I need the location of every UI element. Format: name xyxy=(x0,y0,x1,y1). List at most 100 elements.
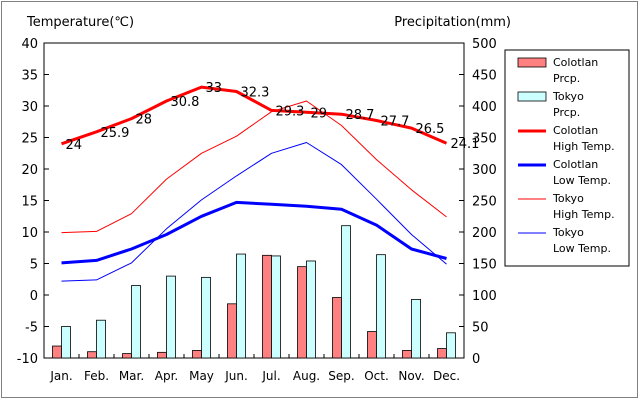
y-left-label: Temperature(℃) xyxy=(26,15,134,30)
bar-0-2 xyxy=(122,353,132,359)
bar-0-10 xyxy=(402,350,412,359)
bar-1-11 xyxy=(446,332,456,359)
bar-1-2 xyxy=(131,285,141,359)
y-left-tick-label: -5 xyxy=(25,321,38,336)
legend-box xyxy=(504,49,630,267)
bar-1-10 xyxy=(411,299,421,359)
legend-label: Low Temp. xyxy=(553,242,611,255)
bar-0-6 xyxy=(262,254,272,359)
data-label: 29.3 xyxy=(276,104,305,119)
bar-1-6 xyxy=(271,255,281,359)
x-tick-label: Dec. xyxy=(433,369,460,383)
data-label: 26.5 xyxy=(416,122,445,137)
data-label: 29 xyxy=(311,106,328,121)
line-series-3 xyxy=(61,142,447,282)
y-left-tick-label: 30 xyxy=(21,100,38,115)
y-left-tick-label: -10 xyxy=(17,352,38,367)
y-right-tick-label: 200 xyxy=(472,226,497,241)
bar-1-7 xyxy=(306,260,316,359)
legend-swatch-0 xyxy=(517,57,547,68)
bar-0-9 xyxy=(367,331,377,359)
y-right-tick-label: 50 xyxy=(472,321,489,336)
x-tick-label: Oct. xyxy=(364,369,389,383)
x-tick-label: Aug. xyxy=(293,369,320,383)
bar-0-8 xyxy=(332,297,342,359)
y-right-tick-label: 500 xyxy=(472,37,497,52)
y-left-tick-label: 35 xyxy=(21,69,38,84)
line-layer xyxy=(61,85,448,282)
bar-1-8 xyxy=(341,225,351,359)
x-tick-label: Apr. xyxy=(155,369,178,383)
bar-0-5 xyxy=(227,303,237,359)
x-tick-label: Sep. xyxy=(328,369,354,383)
y-left-tick-label: 5 xyxy=(30,258,38,273)
legend-label: Tokyo xyxy=(552,90,584,103)
y-right-tick-label: 300 xyxy=(472,163,497,178)
line-series-1 xyxy=(61,200,447,265)
bar-1-5 xyxy=(236,253,246,359)
legend-label: Tokyo xyxy=(552,192,584,205)
y-right-tick-label: 150 xyxy=(472,258,497,273)
y-left-tick-label: 20 xyxy=(21,163,38,178)
bar-1-9 xyxy=(376,254,386,359)
x-tick-label: Feb. xyxy=(84,369,109,383)
data-label: 33 xyxy=(206,81,223,96)
y-right-tick-label: 100 xyxy=(472,289,497,304)
legend-label: Colotlan xyxy=(553,56,598,69)
bar-0-4 xyxy=(192,350,202,359)
legend: Colotlan Prcp. Tokyo Prcp. Colotlan High Temp… xyxy=(504,49,630,267)
y-right-tick-label: 350 xyxy=(472,132,497,147)
data-label: 24 xyxy=(66,138,83,153)
y-left-tick-label: 10 xyxy=(21,226,38,241)
x-tick-label: May xyxy=(189,369,214,383)
x-tick-label: Jul. xyxy=(261,369,280,383)
x-axis: Jan. Feb. Mar. Apr. May Jun. Jul. Aug. Sep. Oct. N… xyxy=(49,354,460,383)
legend-label: Colotlan xyxy=(553,158,598,171)
x-tick-label: Mar. xyxy=(119,369,144,383)
data-label: 25.9 xyxy=(101,126,130,141)
y-right-tick-label: 400 xyxy=(472,100,497,115)
y-right-tick-label: 250 xyxy=(472,195,497,210)
bar-1-3 xyxy=(166,275,176,359)
bar-0-0 xyxy=(52,345,62,359)
y-left-tick-label: 25 xyxy=(21,132,38,147)
legend-label: Tokyo xyxy=(552,226,584,239)
data-label: 27.7 xyxy=(381,114,410,129)
data-label: 30.8 xyxy=(171,95,200,110)
bar-layer xyxy=(52,225,456,359)
data-label: 28 xyxy=(136,113,153,128)
legend-label: Prcp. xyxy=(553,106,580,119)
bar-1-4 xyxy=(201,276,211,359)
y-right-tick-label: 0 xyxy=(472,352,480,367)
y-left-axis: 40 35 30 25 20 15 10 5 0 -5 -10 xyxy=(17,37,49,367)
data-label: 28.7 xyxy=(346,108,375,123)
legend-label: Colotlan xyxy=(553,124,598,137)
y-left-tick-label: 40 xyxy=(21,37,38,52)
legend-label: High Temp. xyxy=(553,208,615,221)
legend-label: High Temp. xyxy=(553,140,615,153)
legend-label: Low Temp. xyxy=(553,174,611,187)
y-right-tick-label: 450 xyxy=(472,69,497,84)
bar-0-11 xyxy=(437,348,447,359)
line-series-0 xyxy=(61,85,448,146)
x-tick-label: Nov. xyxy=(398,369,424,383)
y-right-label: Precipitation(mm) xyxy=(394,15,511,30)
y-left-tick-label: 0 xyxy=(30,289,38,304)
legend-label: Prcp. xyxy=(553,72,580,85)
line-series-2 xyxy=(61,100,447,234)
y-left-tick-label: 15 xyxy=(21,195,38,210)
x-tick-label: Jan. xyxy=(49,369,72,383)
bar-1-0 xyxy=(61,326,71,359)
x-tick-label: Jun. xyxy=(224,369,248,383)
bar-0-3 xyxy=(157,351,167,359)
bar-1-1 xyxy=(96,319,106,359)
data-labels: 24 25.9 28 30.8 33 32.3 29.3 29 28.7 27.7 26.5 24.1 xyxy=(66,81,480,153)
bar-0-7 xyxy=(297,266,307,359)
data-label: 24.1 xyxy=(451,137,480,152)
bar-0-1 xyxy=(87,351,97,359)
data-label: 32.3 xyxy=(241,86,270,101)
legend-swatch-1 xyxy=(517,91,547,102)
